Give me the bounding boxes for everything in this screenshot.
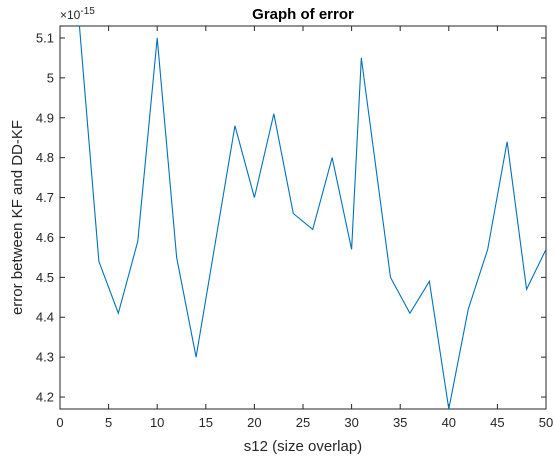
x-axis-label: s12 (size overlap) — [244, 438, 362, 455]
y-tick-label: 4.6 — [36, 230, 54, 245]
x-axis-ticks: 0 5 10 15 20 25 30 35 40 45 50 — [56, 26, 553, 430]
y-tick-label: 4.4 — [36, 310, 54, 325]
x-tick-label: 35 — [393, 415, 407, 430]
y-tick-label: 5 — [47, 70, 54, 85]
y-axis-ticks: 4.2 4.3 4.4 4.5 4.6 4.7 4.8 4.9 5 5.1 — [36, 30, 546, 405]
x-tick-label: 40 — [442, 415, 456, 430]
x-tick-label: 15 — [199, 415, 213, 430]
y-tick-label: 4.7 — [36, 190, 54, 205]
x-tick-label: 0 — [56, 415, 63, 430]
x-tick-label: 50 — [539, 415, 553, 430]
y-tick-label: 4.2 — [36, 390, 54, 405]
y-tick-label: 4.5 — [36, 270, 54, 285]
x-tick-label: 30 — [344, 415, 358, 430]
x-tick-label: 10 — [150, 415, 164, 430]
x-tick-label: 20 — [247, 415, 261, 430]
exponent-base: ×10 — [60, 8, 81, 22]
exponent-power: -15 — [80, 6, 95, 17]
chart-title: Graph of error — [252, 6, 354, 23]
plot-area — [59, 25, 547, 410]
y-tick-label: 4.8 — [36, 150, 54, 165]
y-tick-label: 4.3 — [36, 350, 54, 365]
y-tick-label: 5.1 — [36, 30, 54, 45]
y-tick-label: 4.9 — [36, 110, 54, 125]
series-line — [78, 26, 546, 409]
x-tick-label: 45 — [490, 415, 504, 430]
x-tick-label: 5 — [105, 415, 112, 430]
x-tick-label: 25 — [296, 415, 310, 430]
series-layer — [78, 26, 546, 409]
y-axis-exponent: ×10-15 — [60, 6, 95, 22]
y-axis-label: error between KF and DD-KF — [9, 120, 26, 315]
